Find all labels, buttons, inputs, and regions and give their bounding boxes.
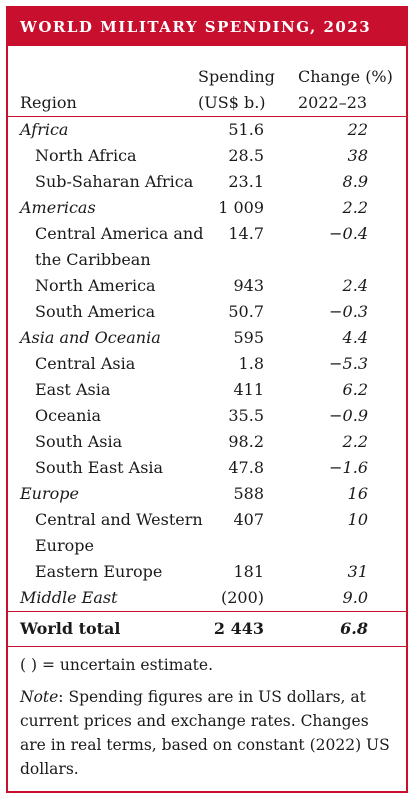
change-value: 31: [347, 562, 368, 581]
table-row: Middle East (200) 9.0: [8, 585, 406, 611]
total-spending: 2 443: [213, 619, 264, 638]
subregion-name: Sub-Saharan Africa: [35, 172, 194, 191]
total-change: 6.8: [340, 619, 368, 638]
subregion-name: Central America and the Caribbean: [35, 224, 204, 269]
spending-value: 181: [233, 562, 264, 581]
change-value: 22: [347, 120, 368, 139]
change-value: 4.4: [342, 328, 368, 347]
subregion-name: Eastern Europe: [35, 562, 163, 581]
change-value: −5.3: [329, 354, 368, 373]
table-row: Central and Western Europe 407 10: [8, 507, 406, 559]
subregion-name: Central Asia: [35, 354, 136, 373]
change-value: 8.9: [342, 172, 368, 191]
header-rule: [8, 116, 406, 117]
spending-value: 98.2: [228, 432, 264, 451]
header-change-period: 2022–23: [298, 93, 368, 112]
change-value: 10: [347, 510, 368, 529]
spending-value: 588: [233, 484, 264, 503]
table-body: Africa 51.6 22 North Africa 28.5 38 Sub-…: [8, 117, 406, 647]
change-value: 2.2: [342, 198, 368, 217]
spending-value: 407: [233, 510, 264, 529]
change-value: 2.4: [342, 276, 368, 295]
change-value: −0.4: [329, 224, 368, 243]
note-text: : Spending figures are in US dollars, at…: [20, 688, 390, 778]
note-label: Note: [20, 688, 59, 706]
spending-value: 51.6: [228, 120, 264, 139]
subregion-name: South America: [35, 302, 156, 321]
total-label: World total: [20, 619, 121, 638]
header-change: Change (%): [298, 67, 393, 86]
change-value: −1.6: [329, 458, 368, 477]
spending-value: 1 009: [218, 198, 264, 217]
total-row: World total 2 443 6.8: [8, 611, 406, 647]
table-row: Asia and Oceania 595 4.4: [8, 325, 406, 351]
table-row: South America 50.7 −0.3: [8, 299, 406, 325]
subregion-name: South East Asia: [35, 458, 164, 477]
header-spending: Spending: [198, 67, 275, 86]
table-row: Central America and the Caribbean 14.7 −…: [8, 221, 406, 273]
spending-value: 943: [233, 276, 264, 295]
change-value: −0.9: [329, 406, 368, 425]
change-value: 2.2: [342, 432, 368, 451]
subregion-name: Oceania: [35, 406, 102, 425]
region-name: Americas: [20, 198, 96, 217]
region-name: Africa: [20, 120, 69, 139]
table-row: Central Asia 1.8 −5.3: [8, 351, 406, 377]
table-title: WORLD MILITARY SPENDING, 2023: [8, 8, 406, 46]
note: Note: Spending figures are in US dollars…: [20, 685, 394, 781]
table-row: Africa 51.6 22: [8, 117, 406, 143]
spending-value: 47.8: [228, 458, 264, 477]
spending-value: 1.8: [238, 354, 264, 373]
table-header: Region Spending (US$ b.) Change (%) 2022…: [8, 46, 406, 116]
header-spending-unit: (US$ b.): [198, 93, 266, 112]
subregion-name: North America: [35, 276, 156, 295]
region-name: Europe: [20, 484, 79, 503]
spending-value: 50.7: [228, 302, 264, 321]
spending-table-panel: WORLD MILITARY SPENDING, 2023 Region Spe…: [6, 6, 408, 793]
change-value: 9.0: [342, 588, 368, 607]
spending-value: 595: [233, 328, 264, 347]
table-row: East Asia 411 6.2: [8, 377, 406, 403]
subregion-name: North Africa: [35, 146, 137, 165]
spending-value: 35.5: [228, 406, 264, 425]
spending-value: 411: [233, 380, 264, 399]
spending-value: 28.5: [228, 146, 264, 165]
table-row: Oceania 35.5 −0.9: [8, 403, 406, 429]
spending-value: 23.1: [228, 172, 264, 191]
change-value: 38: [347, 146, 368, 165]
header-region: Region: [20, 93, 77, 112]
region-name: Middle East: [20, 588, 118, 607]
table-footer: ( ) = uncertain estimate. Note: Spending…: [8, 647, 406, 781]
change-value: 16: [347, 484, 368, 503]
subregion-name: Central and Western Europe: [35, 510, 203, 555]
region-name: Asia and Oceania: [20, 328, 161, 347]
table-row: South Asia 98.2 2.2: [8, 429, 406, 455]
table-row: Eastern Europe 181 31: [8, 559, 406, 585]
table-row: Sub-Saharan Africa 23.1 8.9: [8, 169, 406, 195]
table-row: North Africa 28.5 38: [8, 143, 406, 169]
table-row: South East Asia 47.8 −1.6: [8, 455, 406, 481]
table-row: Americas 1 009 2.2: [8, 195, 406, 221]
spending-value: 14.7: [228, 224, 264, 243]
spending-value: (200): [220, 588, 264, 607]
footnote: ( ) = uncertain estimate.: [20, 656, 214, 674]
table-row: Europe 588 16: [8, 481, 406, 507]
table-row: North America 943 2.4: [8, 273, 406, 299]
subregion-name: East Asia: [35, 380, 111, 399]
subregion-name: South Asia: [35, 432, 123, 451]
change-value: −0.3: [329, 302, 368, 321]
change-value: 6.2: [342, 380, 368, 399]
